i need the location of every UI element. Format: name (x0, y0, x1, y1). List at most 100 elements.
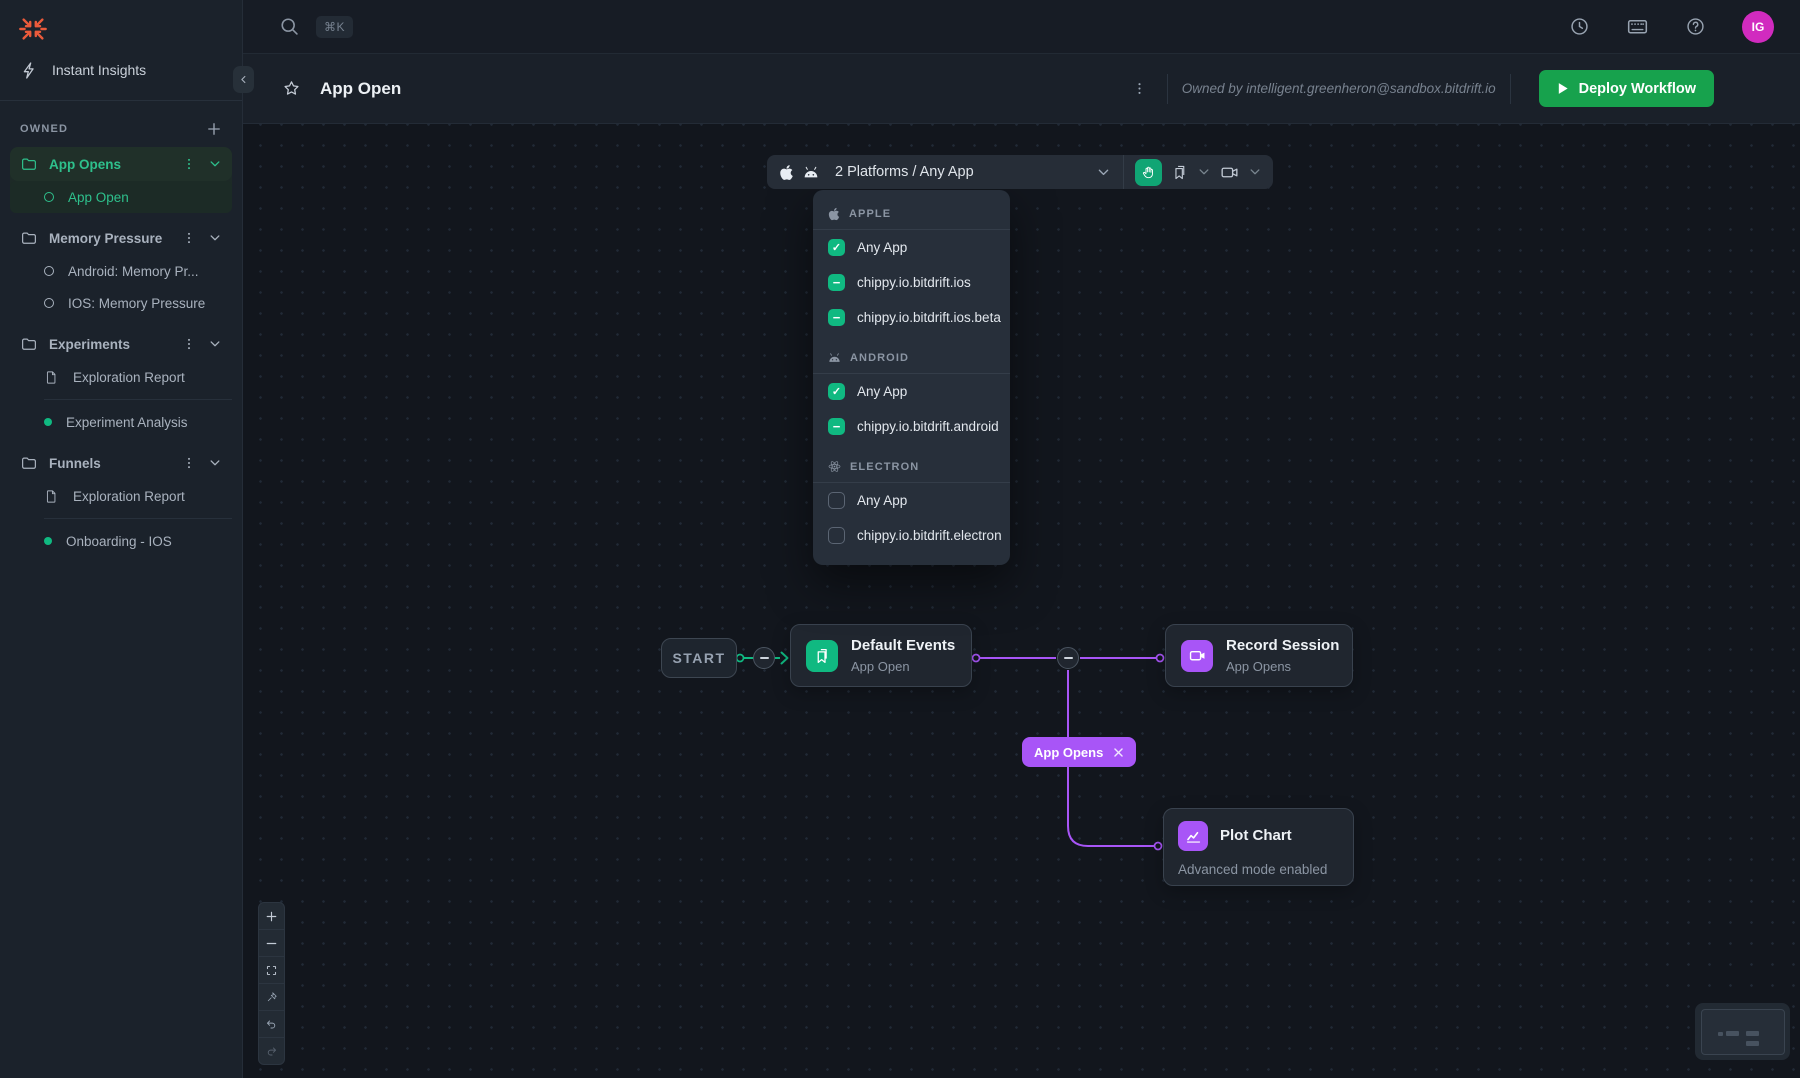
document-icon (46, 489, 56, 503)
dropdown-item-ios-beta[interactable]: chippy.io.bitdrift.ios.beta (813, 300, 1010, 335)
sidebar-item-exploration-report-2[interactable]: Exploration Report (10, 480, 232, 512)
checkbox-indeterminate-icon[interactable] (828, 274, 845, 291)
user-avatar[interactable]: IG (1742, 10, 1774, 43)
folder-icon (22, 338, 36, 350)
fit-view-icon (266, 965, 277, 975)
record-button[interactable] (1220, 164, 1239, 181)
apple-icon (828, 207, 840, 220)
sidebar-item-onboarding-ios[interactable]: Onboarding - IOS (10, 525, 232, 557)
logo[interactable] (0, 0, 242, 44)
close-icon[interactable] (1113, 747, 1124, 758)
dropdown-item-android-app[interactable]: chippy.io.bitdrift.android (813, 409, 1010, 444)
chevron-down-icon[interactable] (208, 337, 222, 351)
platform-dropdown: APPLE Any App chippy.io.bitdrift.ios chi… (813, 190, 1010, 565)
kebab-menu-icon[interactable] (182, 337, 196, 351)
sidebar-folder-experiments[interactable]: Experiments (10, 327, 232, 361)
sidebar-item-app-open[interactable]: App Open (10, 181, 232, 213)
add-folder-icon[interactable] (206, 121, 222, 137)
platform-selector[interactable]: 2 Platforms / Any App (767, 155, 1123, 189)
help-icon[interactable] (1685, 16, 1706, 37)
checkbox-indeterminate-icon[interactable] (828, 309, 845, 326)
node-footer: Advanced mode enabled (1178, 862, 1328, 877)
dropdown-item-ios[interactable]: chippy.io.bitdrift.ios (813, 265, 1010, 300)
section-label: APPLE (849, 207, 892, 220)
checkbox-unchecked-icon[interactable] (828, 527, 845, 544)
sidebar-item-label: Exploration Report (73, 369, 185, 385)
undo-icon (266, 1020, 276, 1028)
minimap[interactable] (1695, 1003, 1790, 1060)
sidebar-folder-app-opens[interactable]: App Opens (10, 147, 232, 181)
sidebar-collapse-button[interactable] (233, 66, 254, 93)
kebab-menu-icon[interactable] (182, 231, 196, 245)
dropdown-item-apple-any-app[interactable]: Any App (813, 230, 1010, 265)
sidebar-item-label: Onboarding - IOS (66, 533, 172, 549)
folder-icon (22, 158, 36, 170)
chevron-down-icon[interactable] (208, 456, 222, 470)
sidebar-item-experiment-analysis[interactable]: Experiment Analysis (10, 406, 232, 438)
sidebar-item-exploration-report[interactable]: Exploration Report (10, 361, 232, 393)
page-header: App Open Owned by intelligent.greenheron… (243, 54, 1800, 124)
toolbar-divider (1123, 155, 1124, 189)
search-shortcut-badge[interactable]: ⌘K (316, 15, 354, 38)
fit-view-button[interactable] (259, 956, 284, 983)
deploy-workflow-button[interactable]: Deploy Workflow (1538, 70, 1714, 107)
dropdown-divider (813, 229, 1010, 230)
folder-label: Memory Pressure (49, 230, 163, 246)
edge-label-badge[interactable]: App Opens (1022, 737, 1137, 767)
canvas-controls (258, 902, 285, 1065)
edge-action-button[interactable] (1057, 647, 1079, 669)
keyboard-icon[interactable] (1626, 15, 1649, 38)
sidebar-app-row[interactable]: Instant Insights (0, 48, 242, 92)
checkbox-checked-icon[interactable] (828, 239, 845, 256)
folder-group-memory-pressure: Memory Pressure Android: Memory Pr... IO… (10, 221, 232, 319)
dropdown-item-android-any-app[interactable]: Any App (813, 374, 1010, 409)
dropdown-item-electron-app[interactable]: chippy.io.bitdrift.electron (813, 518, 1010, 553)
record-dropdown-button[interactable] (1248, 165, 1262, 179)
sidebar-divider (0, 100, 242, 101)
play-icon (1558, 83, 1568, 94)
pan-mode-button[interactable] (1135, 158, 1162, 186)
node-record-session[interactable]: Record Session App Opens (1165, 624, 1353, 687)
redo-icon (267, 1047, 277, 1055)
checkbox-checked-icon[interactable] (828, 383, 845, 400)
dropdown-item-electron-any-app[interactable]: Any App (813, 483, 1010, 518)
kebab-menu-icon (1138, 83, 1141, 94)
start-node[interactable]: START (661, 638, 737, 678)
owned-label: OWNED (20, 123, 69, 135)
search-icon[interactable] (279, 16, 300, 37)
sidebar-tree: App Opens App Open Memory Pressure (0, 147, 242, 557)
checkbox-indeterminate-icon[interactable] (828, 418, 845, 435)
chevron-down-icon[interactable] (208, 157, 222, 171)
dropdown-section-header: ANDROID (813, 342, 1010, 373)
bookmarks-button[interactable] (1171, 164, 1188, 181)
sidebar-item-ios-memory[interactable]: IOS: Memory Pressure (10, 287, 232, 319)
bookmarks-dropdown-button[interactable] (1197, 165, 1211, 179)
dropdown-section-apple: APPLE Any App chippy.io.bitdrift.ios chi… (813, 198, 1010, 335)
zoom-out-button[interactable] (259, 929, 284, 956)
redo-button[interactable] (259, 1037, 284, 1064)
sidebar-item-android-memory[interactable]: Android: Memory Pr... (10, 255, 232, 287)
node-plot-chart[interactable]: Plot Chart Advanced mode enabled (1163, 808, 1354, 886)
workflow-canvas[interactable]: 2 Platforms / Any App (243, 124, 1800, 1078)
history-clock-icon[interactable] (1569, 16, 1590, 37)
dropdown-section-header: ELECTRON (813, 451, 1010, 482)
sidebar-folder-memory-pressure[interactable]: Memory Pressure (10, 221, 232, 255)
zoom-in-button[interactable] (259, 903, 284, 929)
chevron-down-icon (1250, 169, 1260, 175)
kebab-menu-icon[interactable] (182, 456, 196, 470)
node-subtitle: App Opens (1226, 658, 1292, 674)
undo-button[interactable] (259, 1010, 284, 1037)
edge-action-button[interactable] (753, 647, 775, 669)
workflow-menu-button[interactable] (1126, 81, 1153, 96)
checkbox-unchecked-icon[interactable] (828, 492, 845, 509)
node-default-events[interactable]: Default Events App Open (790, 624, 972, 687)
video-camera-icon (1181, 639, 1213, 672)
sidebar-folder-funnels[interactable]: Funnels (10, 446, 232, 480)
pin-button[interactable] (259, 983, 284, 1010)
favorite-star-icon[interactable] (282, 79, 301, 98)
header-divider (1509, 73, 1511, 104)
chevron-down-icon[interactable] (208, 231, 222, 245)
minimap-node (1718, 1032, 1723, 1036)
kebab-menu-icon[interactable] (182, 157, 196, 171)
